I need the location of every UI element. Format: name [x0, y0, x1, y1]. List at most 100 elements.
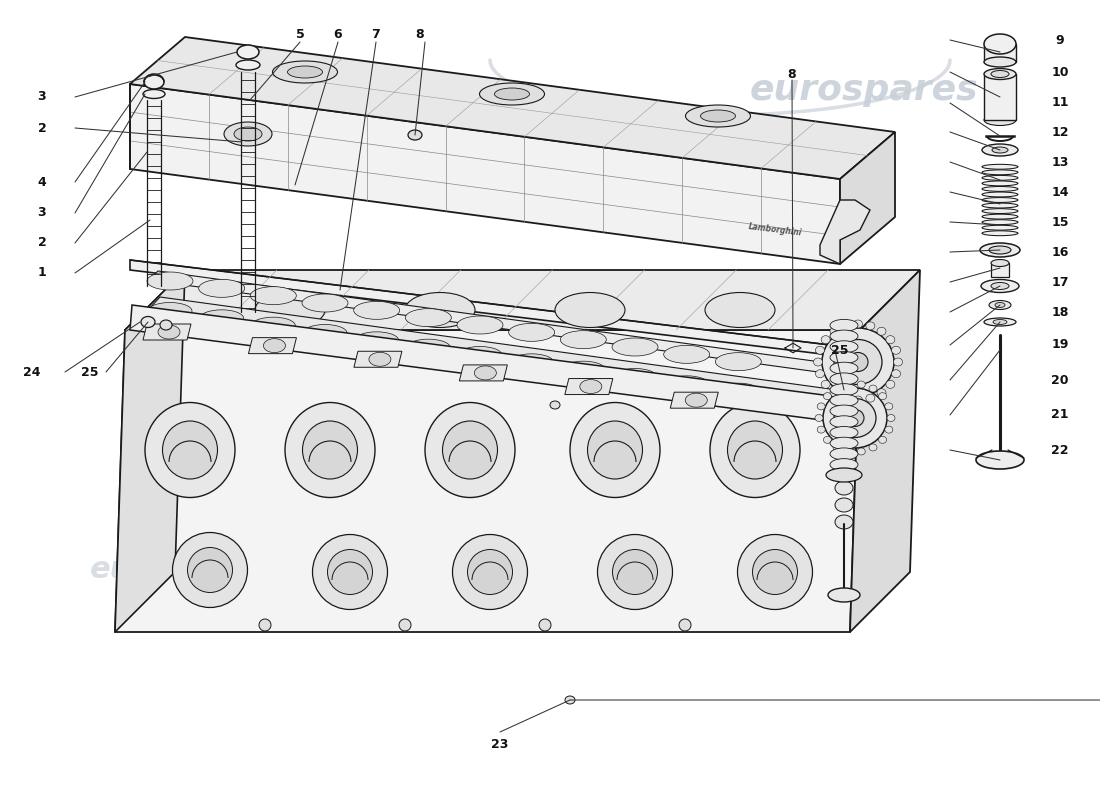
Ellipse shape	[817, 426, 825, 433]
Ellipse shape	[173, 533, 248, 607]
Ellipse shape	[893, 358, 902, 366]
Text: 6: 6	[333, 27, 342, 41]
Ellipse shape	[857, 381, 866, 388]
Ellipse shape	[560, 330, 606, 349]
Text: 5: 5	[296, 27, 305, 41]
Text: 2: 2	[37, 122, 46, 134]
Ellipse shape	[408, 130, 422, 140]
Ellipse shape	[823, 388, 887, 448]
Ellipse shape	[982, 198, 1018, 202]
Text: 14: 14	[1052, 186, 1069, 198]
Ellipse shape	[879, 393, 887, 400]
Ellipse shape	[663, 346, 710, 363]
Ellipse shape	[458, 346, 502, 363]
Ellipse shape	[550, 401, 560, 409]
Ellipse shape	[144, 75, 164, 89]
Text: 23: 23	[492, 738, 508, 751]
Ellipse shape	[982, 175, 1018, 180]
Ellipse shape	[982, 192, 1018, 197]
Ellipse shape	[991, 259, 1009, 266]
Ellipse shape	[830, 394, 858, 406]
Text: 13: 13	[1052, 155, 1069, 169]
Ellipse shape	[854, 320, 862, 328]
Ellipse shape	[354, 332, 398, 349]
Ellipse shape	[200, 310, 244, 327]
Ellipse shape	[992, 147, 1008, 153]
Polygon shape	[125, 270, 920, 330]
Polygon shape	[130, 37, 895, 179]
Ellipse shape	[815, 414, 823, 422]
Ellipse shape	[145, 402, 235, 498]
Ellipse shape	[508, 323, 554, 342]
Ellipse shape	[982, 164, 1018, 170]
Polygon shape	[460, 365, 507, 381]
Ellipse shape	[580, 379, 602, 394]
Ellipse shape	[984, 114, 1016, 126]
Ellipse shape	[160, 320, 172, 330]
Ellipse shape	[821, 380, 830, 388]
Ellipse shape	[824, 393, 832, 400]
Ellipse shape	[587, 421, 642, 479]
Ellipse shape	[685, 393, 707, 407]
Ellipse shape	[842, 322, 850, 330]
Ellipse shape	[824, 436, 832, 443]
Text: 17: 17	[1052, 275, 1069, 289]
Ellipse shape	[199, 279, 244, 298]
Ellipse shape	[830, 458, 858, 470]
Ellipse shape	[845, 381, 853, 388]
Ellipse shape	[255, 293, 324, 327]
Ellipse shape	[834, 339, 882, 385]
Ellipse shape	[613, 369, 657, 386]
Ellipse shape	[982, 220, 1018, 225]
Ellipse shape	[561, 361, 605, 378]
Ellipse shape	[815, 370, 825, 378]
Ellipse shape	[982, 170, 1018, 174]
Ellipse shape	[833, 385, 842, 392]
Ellipse shape	[302, 421, 358, 479]
Ellipse shape	[302, 325, 346, 342]
Text: eurospares: eurospares	[90, 555, 283, 585]
Ellipse shape	[834, 398, 876, 438]
Ellipse shape	[830, 416, 858, 428]
Ellipse shape	[187, 547, 232, 593]
Ellipse shape	[982, 144, 1018, 156]
Polygon shape	[354, 351, 402, 367]
Ellipse shape	[884, 403, 893, 410]
Ellipse shape	[737, 534, 813, 610]
Ellipse shape	[822, 328, 894, 396]
Ellipse shape	[984, 34, 1016, 54]
Text: 22: 22	[1052, 443, 1069, 457]
Ellipse shape	[425, 402, 515, 498]
Ellipse shape	[877, 389, 886, 397]
Ellipse shape	[984, 69, 1016, 79]
Ellipse shape	[830, 448, 858, 460]
Ellipse shape	[991, 70, 1009, 78]
Ellipse shape	[474, 366, 496, 380]
Text: 19: 19	[1052, 338, 1069, 351]
Ellipse shape	[147, 272, 192, 290]
Ellipse shape	[752, 550, 798, 594]
Ellipse shape	[980, 243, 1020, 257]
Ellipse shape	[982, 230, 1018, 236]
Ellipse shape	[982, 186, 1018, 191]
Ellipse shape	[141, 317, 155, 327]
Ellipse shape	[312, 534, 387, 610]
Ellipse shape	[368, 352, 390, 366]
Ellipse shape	[495, 88, 529, 100]
Ellipse shape	[842, 394, 850, 402]
Text: eurospares: eurospares	[750, 73, 979, 107]
Polygon shape	[130, 84, 840, 264]
Ellipse shape	[556, 293, 625, 327]
Ellipse shape	[456, 316, 503, 334]
Ellipse shape	[701, 110, 736, 122]
Ellipse shape	[452, 534, 528, 610]
Ellipse shape	[158, 325, 180, 339]
Ellipse shape	[982, 226, 1018, 230]
Ellipse shape	[830, 330, 858, 342]
Ellipse shape	[886, 336, 895, 344]
Ellipse shape	[830, 438, 858, 450]
Ellipse shape	[399, 619, 411, 631]
Ellipse shape	[821, 336, 830, 344]
Ellipse shape	[891, 346, 901, 354]
Text: 3: 3	[37, 206, 46, 219]
